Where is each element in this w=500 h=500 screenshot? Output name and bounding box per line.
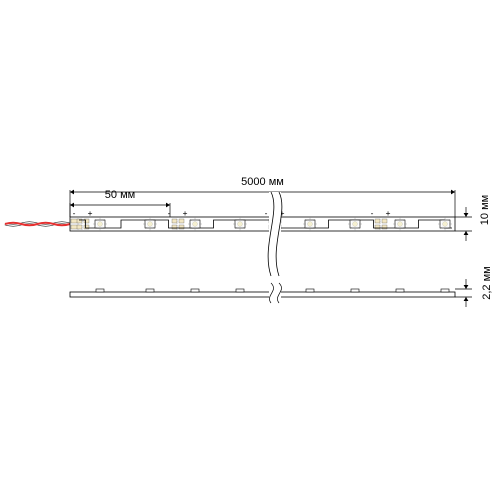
svg-text:10 мм: 10 мм (479, 195, 491, 225)
svg-text:-: - (370, 209, 375, 218)
svg-text:50 мм: 50 мм (105, 189, 135, 201)
svg-text:+: + (183, 209, 188, 218)
svg-text:+: + (88, 209, 93, 218)
led-strip-side (70, 292, 455, 297)
svg-text:+: + (386, 209, 391, 218)
svg-text:5000 мм: 5000 мм (241, 176, 284, 188)
svg-text:-: - (72, 209, 77, 218)
svg-text:-: - (167, 209, 172, 218)
svg-text:-: - (264, 209, 269, 218)
svg-text:2,2 мм: 2,2 мм (481, 266, 493, 299)
